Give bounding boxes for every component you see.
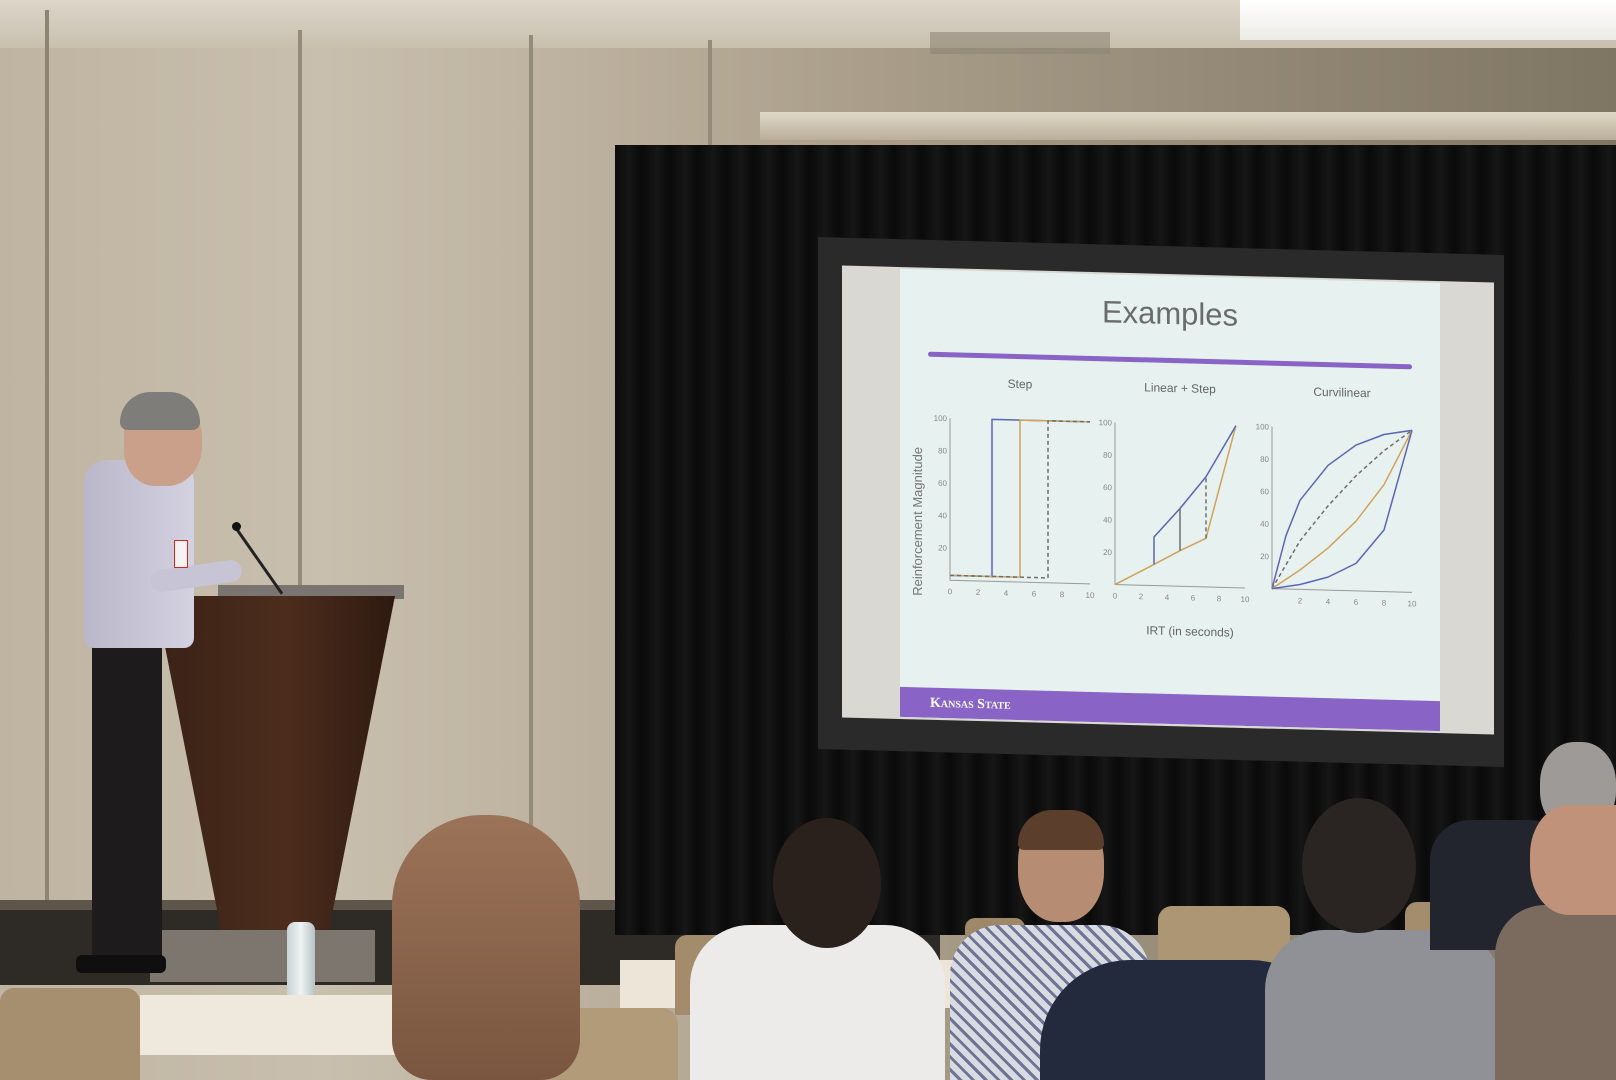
x-tick-label: 0 bbox=[948, 587, 953, 596]
ceiling-light bbox=[1240, 0, 1616, 40]
x-tick-label: 10 bbox=[1241, 595, 1250, 604]
presentation-slide: Examples Reinforcement Magnitude IRT (in… bbox=[900, 268, 1440, 732]
slide-charts: Reinforcement Magnitude IRT (in seconds)… bbox=[910, 377, 1417, 640]
x-tick-label: 4 bbox=[1165, 593, 1170, 602]
microphone bbox=[232, 522, 241, 531]
audience-member-brown-jacket bbox=[1495, 905, 1616, 1080]
chart-series-line bbox=[950, 420, 1090, 579]
wall-panel-seam bbox=[708, 40, 712, 150]
y-tick-label: 60 bbox=[938, 479, 947, 488]
y-tick-label: 60 bbox=[1260, 487, 1269, 496]
audience-member-white-shirt bbox=[690, 925, 945, 1080]
chart-title: Curvilinear bbox=[1313, 385, 1370, 400]
y-tick-label: 80 bbox=[1103, 451, 1112, 460]
x-tick-label: 10 bbox=[1408, 599, 1417, 608]
audience-member-head bbox=[773, 818, 881, 948]
x-axis-label: IRT (in seconds) bbox=[1146, 623, 1234, 639]
y-axis-label: Reinforcement Magnitude bbox=[910, 447, 925, 596]
chart-series-line bbox=[1153, 425, 1237, 565]
chart-series-line bbox=[1271, 429, 1413, 589]
x-tick-label: 6 bbox=[1191, 594, 1196, 603]
chart-series-line bbox=[1114, 425, 1237, 586]
chart-axes bbox=[1271, 426, 1412, 593]
y-tick-label: 80 bbox=[1260, 455, 1269, 464]
chair-back bbox=[0, 988, 140, 1080]
x-tick-label: 8 bbox=[1382, 599, 1387, 608]
wall-molding bbox=[760, 112, 1616, 140]
audience-member-hair-long bbox=[392, 815, 580, 1080]
speaker-hair bbox=[120, 392, 200, 430]
y-tick-label: 80 bbox=[938, 446, 947, 455]
chart-series-line bbox=[950, 419, 1090, 578]
audience-member-head bbox=[1018, 810, 1104, 850]
x-tick-label: 8 bbox=[1060, 590, 1065, 599]
chart-title: Step bbox=[1008, 377, 1033, 392]
x-tick-label: 2 bbox=[976, 588, 981, 597]
podium-top bbox=[218, 585, 404, 599]
podium-base bbox=[150, 930, 375, 982]
y-tick-label: 40 bbox=[938, 511, 947, 520]
chart-series-line bbox=[1271, 430, 1413, 590]
chart-series-line bbox=[1271, 429, 1413, 590]
audience-member-grey-shirt bbox=[1265, 930, 1503, 1080]
ceiling-vent bbox=[930, 32, 1110, 54]
y-tick-label: 100 bbox=[1256, 422, 1270, 431]
chart-series-line bbox=[1271, 429, 1413, 590]
wall-panel-seam bbox=[298, 30, 302, 910]
audience-member-head bbox=[1302, 798, 1416, 933]
chart-axes bbox=[949, 418, 1090, 585]
x-tick-label: 4 bbox=[1004, 589, 1009, 598]
x-tick-label: 8 bbox=[1217, 594, 1222, 603]
x-tick-label: 6 bbox=[1032, 589, 1037, 598]
name-badge bbox=[174, 540, 188, 568]
x-tick-label: 2 bbox=[1139, 592, 1144, 601]
audience-member-head bbox=[1530, 805, 1616, 915]
wall-panel-seam bbox=[45, 10, 49, 910]
kansas-state-logo: Kansas State bbox=[930, 695, 1011, 713]
x-tick-label: 2 bbox=[1298, 596, 1303, 605]
y-tick-label: 60 bbox=[1103, 483, 1112, 492]
wall-panel-seam bbox=[529, 35, 533, 895]
y-tick-label: 40 bbox=[1260, 520, 1269, 529]
speaker-shoes bbox=[76, 955, 166, 973]
y-tick-label: 40 bbox=[1103, 515, 1112, 524]
y-tick-label: 100 bbox=[1099, 418, 1113, 427]
y-tick-label: 100 bbox=[934, 414, 948, 423]
y-tick-label: 20 bbox=[1260, 552, 1269, 561]
x-tick-label: 4 bbox=[1326, 597, 1331, 606]
chart-title: Linear + Step bbox=[1144, 380, 1216, 396]
x-tick-label: 6 bbox=[1354, 598, 1359, 607]
x-tick-label: 10 bbox=[1086, 591, 1095, 600]
y-tick-label: 20 bbox=[938, 544, 947, 553]
chart-axes bbox=[1114, 422, 1245, 589]
y-tick-label: 20 bbox=[1103, 548, 1112, 557]
speaker-legs bbox=[92, 640, 162, 965]
x-tick-label: 0 bbox=[1113, 592, 1118, 601]
